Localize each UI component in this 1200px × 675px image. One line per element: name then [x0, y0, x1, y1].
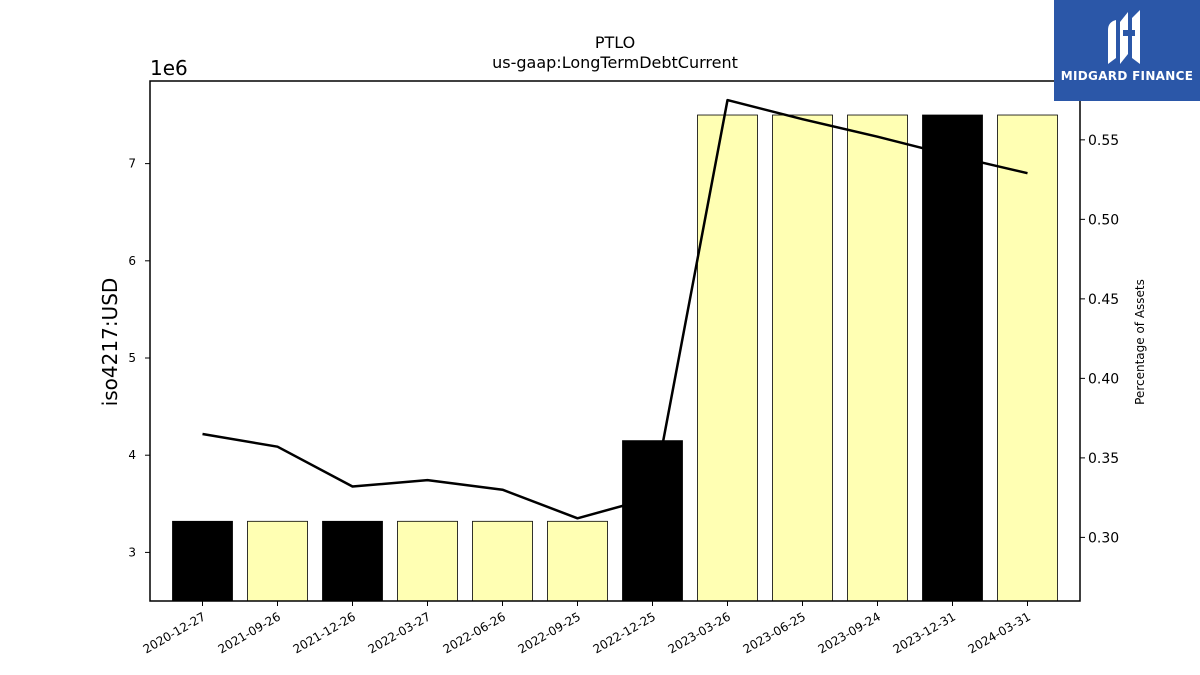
- bar-2023-03-26: [697, 114, 758, 602]
- midgard-finance-logo: MIDGARD FINANCE: [1054, 0, 1200, 101]
- bars-group: [172, 114, 1058, 602]
- bar-2024-03-31: [997, 114, 1058, 602]
- x-tick-label: 2022-09-25: [516, 609, 583, 656]
- y-tick-label: 3: [128, 545, 136, 559]
- bar-2023-09-24: [847, 114, 908, 602]
- y-offset-label: 1e6: [150, 56, 188, 80]
- bar-2022-09-25: [547, 520, 608, 602]
- y2-tick-label: 0.40: [1088, 371, 1119, 387]
- y2-tick-label: 0.30: [1088, 530, 1119, 546]
- x-tick-label: 2023-09-24: [816, 609, 883, 656]
- x-tick-label: 2023-12-31: [891, 609, 958, 656]
- bar-2023-06-25: [772, 114, 833, 602]
- chart-subtitle: us-gaap:LongTermDebtCurrent: [492, 53, 738, 72]
- y-tick-label: 4: [128, 448, 136, 462]
- y2-tick-label: 0.45: [1088, 292, 1119, 308]
- bar-2021-09-26: [247, 520, 308, 602]
- y-axis-ticks: 3 4 5 6 7: [128, 157, 150, 559]
- bar-2021-12-26: [322, 520, 383, 602]
- percentage-line: [202, 98, 1028, 520]
- y-tick-label: 6: [128, 254, 136, 268]
- y2-tick-label: 0.35: [1088, 451, 1119, 467]
- x-tick-label: 2022-03-27: [366, 609, 433, 656]
- bar-2023-12-31: [922, 114, 983, 602]
- y2-axis-label: Percentage of Assets: [1133, 279, 1147, 405]
- x-tick-label: 2022-06-26: [441, 609, 508, 656]
- x-tick-label: 2024-03-31: [966, 609, 1033, 656]
- x-tick-label: 2020-12-27: [141, 609, 208, 656]
- x-tick-label: 2023-06-25: [741, 609, 808, 656]
- x-tick-label: 2022-12-25: [591, 609, 658, 656]
- y2-axis-ticks: 0.30 0.35 0.40 0.45 0.50 0.55: [1080, 133, 1119, 546]
- bar-2020-12-27: [172, 520, 233, 602]
- bar-2022-06-26: [472, 520, 533, 602]
- line-group: [202, 98, 1028, 520]
- bar-2022-03-27: [397, 520, 458, 602]
- plot-frame: [149, 80, 1081, 602]
- logo-text: MIDGARD FINANCE: [1060, 69, 1194, 83]
- y-tick-label: 7: [128, 157, 136, 171]
- y-tick-label: 5: [128, 351, 136, 365]
- chart-title: PTLO: [595, 33, 635, 52]
- bar-2022-12-25: [622, 440, 683, 602]
- x-tick-label: 2021-12-26: [291, 609, 358, 656]
- y2-tick-label: 0.50: [1088, 212, 1119, 228]
- midgard-logo-icon: [1108, 10, 1140, 64]
- x-tick-label: 2023-03-26: [666, 609, 733, 656]
- x-tick-label: 2021-09-26: [216, 609, 283, 656]
- x-axis-ticks: 2020-12-27 2021-09-26 2021-12-26 2022-03-27…: [141, 601, 1033, 656]
- y2-tick-label: 0.55: [1088, 133, 1119, 149]
- y-axis-label: iso4217:USD: [98, 278, 122, 407]
